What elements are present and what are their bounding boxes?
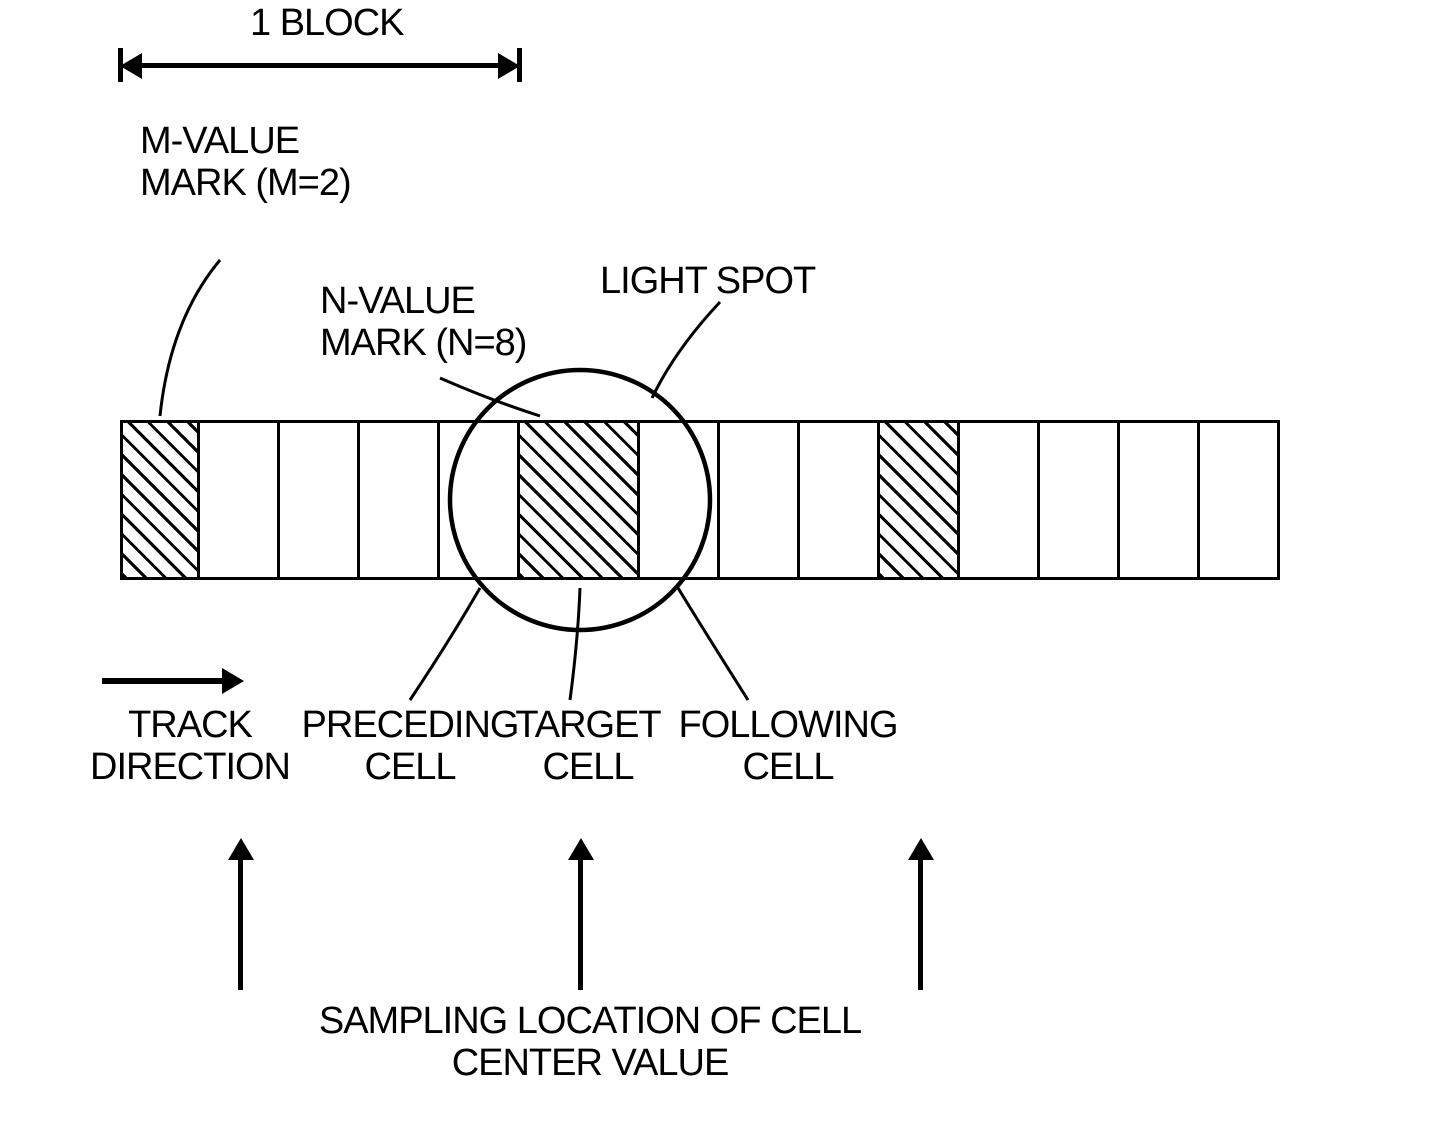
following-l2: CELL <box>668 746 908 789</box>
sampling-arrow-2 <box>578 860 583 990</box>
following-l1: FOLLOWING <box>668 704 908 747</box>
track-direction-arrow <box>102 678 222 684</box>
sampling-l1: SAMPLING LOCATION OF CELL <box>280 1000 900 1043</box>
track-dir-l1: TRACK <box>90 704 290 747</box>
block-label: 1 BLOCK <box>250 2 404 45</box>
preceding-l1: PRECEDING <box>290 704 530 747</box>
diagram-container: 1 BLOCK M-VALUE MARK (M=2) N-VALUE MARK … <box>120 40 1340 1120</box>
sampling-arrow-1 <box>238 860 243 990</box>
target-l2: CELL <box>508 746 668 789</box>
sampling-arrow-3 <box>918 860 923 990</box>
light-spot-circle <box>120 40 1340 1120</box>
preceding-l2: CELL <box>290 746 530 789</box>
sampling-l2: CENTER VALUE <box>280 1042 900 1085</box>
target-l1: TARGET <box>508 704 668 747</box>
track-dir-l2: DIRECTION <box>90 746 290 789</box>
